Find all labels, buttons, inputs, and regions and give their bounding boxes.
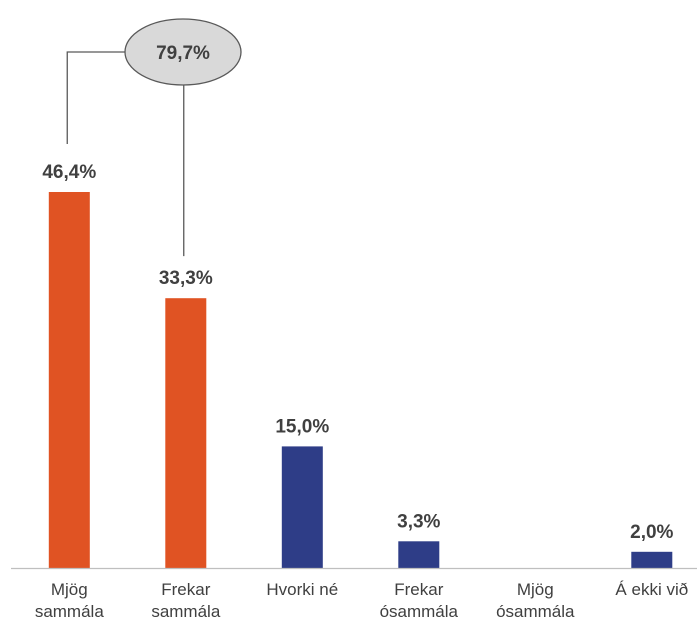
bars	[48, 192, 673, 568]
callout-group: 79,7%	[66, 18, 242, 257]
data-label-2: 15,0%	[275, 416, 329, 437]
data-label-0: 46,4%	[42, 162, 96, 183]
bar-5	[631, 551, 673, 568]
x-tick-label-5: Á ekki við	[615, 580, 688, 599]
x-tick-label-0: Mjög sammála	[35, 580, 105, 621]
x-tick-labels: Mjög sammála Frekar sammála Hvorki né Frekar ó…	[35, 580, 688, 621]
x-tick-label-3: Frekar ósammála	[380, 580, 459, 621]
callout-label: 79,7%	[156, 43, 210, 64]
bar-1	[165, 298, 207, 568]
callout-ellipse	[124, 18, 242, 86]
data-label-3: 3,3%	[397, 511, 440, 532]
bar-2	[281, 446, 323, 568]
data-labels: 46,4% 33,3% 15,0% 3,3% 2,0%	[42, 162, 673, 543]
callout-connector	[66, 51, 125, 144]
data-label-5: 2,0%	[630, 522, 673, 543]
x-tick-label-4: Mjög ósammála	[496, 580, 575, 621]
data-label-1: 33,3%	[159, 268, 213, 289]
bar-3	[398, 541, 440, 568]
x-tick-label-2: Hvorki né	[266, 580, 338, 599]
x-tick-label-1: Frekar sammála	[151, 580, 221, 621]
bar-0	[48, 192, 90, 568]
